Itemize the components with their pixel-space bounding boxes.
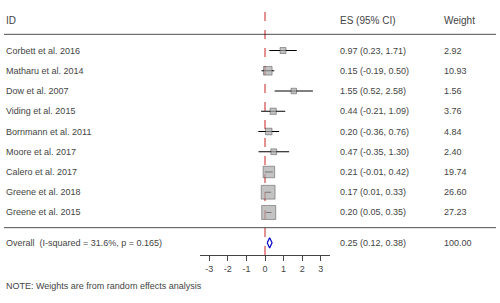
svg-text:Corbett et al. 2016: Corbett et al. 2016 xyxy=(6,46,80,56)
svg-text:0.25 (0.12, 0.38): 0.25 (0.12, 0.38) xyxy=(340,238,406,248)
svg-text:-3: -3 xyxy=(205,264,213,274)
svg-text:0.97 (0.23, 1.71): 0.97 (0.23, 1.71) xyxy=(340,46,406,56)
svg-text:19.74: 19.74 xyxy=(444,167,467,177)
svg-text:0.47 (-0.35, 1.30): 0.47 (-0.35, 1.30) xyxy=(340,147,409,157)
svg-text:0.44 (-0.21, 1.09): 0.44 (-0.21, 1.09) xyxy=(340,106,409,116)
svg-text:2: 2 xyxy=(300,264,305,274)
svg-text:0.15 (-0.19, 0.50): 0.15 (-0.19, 0.50) xyxy=(340,66,409,76)
svg-text:NOTE: Weights are from random: NOTE: Weights are from random effects an… xyxy=(6,281,202,291)
svg-text:0.17 (0.01, 0.33): 0.17 (0.01, 0.33) xyxy=(340,187,406,197)
svg-text:0.21 (-0.01, 0.42): 0.21 (-0.01, 0.42) xyxy=(340,167,409,177)
svg-text:Greene et al. 2015: Greene et al. 2015 xyxy=(6,207,81,217)
svg-text:1.55 (0.52, 2.58): 1.55 (0.52, 2.58) xyxy=(340,86,406,96)
svg-text:ID: ID xyxy=(6,15,16,26)
svg-text:Greene et al. 2018: Greene et al. 2018 xyxy=(6,187,81,197)
svg-text:Bornmann et al. 2011: Bornmann et al. 2011 xyxy=(6,127,91,137)
svg-text:27.23: 27.23 xyxy=(444,207,467,217)
svg-text:Dow et al. 2007: Dow et al. 2007 xyxy=(6,86,69,96)
svg-text:0.20 (-0.36, 0.76): 0.20 (-0.36, 0.76) xyxy=(340,127,409,137)
svg-text:Overall (I-squared = 31.6%, p: Overall (I-squared = 31.6%, p = 0.165) xyxy=(6,238,162,248)
svg-text:-1: -1 xyxy=(242,264,250,274)
svg-text:Matharu et al. 2014: Matharu et al. 2014 xyxy=(6,66,84,76)
svg-text:-2: -2 xyxy=(224,264,232,274)
svg-text:100.00: 100.00 xyxy=(444,238,472,248)
svg-text:Weight: Weight xyxy=(444,15,475,26)
svg-text:2.40: 2.40 xyxy=(444,147,462,157)
svg-text:Moore et al. 2017: Moore et al. 2017 xyxy=(6,147,76,157)
svg-text:2.92: 2.92 xyxy=(444,46,462,56)
svg-text:0.20 (0.05, 0.35): 0.20 (0.05, 0.35) xyxy=(340,207,406,217)
svg-text:Viding et al. 2015: Viding et al. 2015 xyxy=(6,106,75,116)
svg-text:10.93: 10.93 xyxy=(444,66,467,76)
svg-text:0: 0 xyxy=(262,264,267,274)
svg-text:1: 1 xyxy=(281,264,286,274)
svg-text:4.84: 4.84 xyxy=(444,127,462,137)
svg-text:3.76: 3.76 xyxy=(444,106,462,116)
svg-text:Calero et al. 2017: Calero et al. 2017 xyxy=(6,167,77,177)
svg-text:26.60: 26.60 xyxy=(444,187,467,197)
svg-text:ES (95% CI): ES (95% CI) xyxy=(340,15,396,26)
svg-text:3: 3 xyxy=(318,264,323,274)
svg-text:1.56: 1.56 xyxy=(444,86,462,96)
